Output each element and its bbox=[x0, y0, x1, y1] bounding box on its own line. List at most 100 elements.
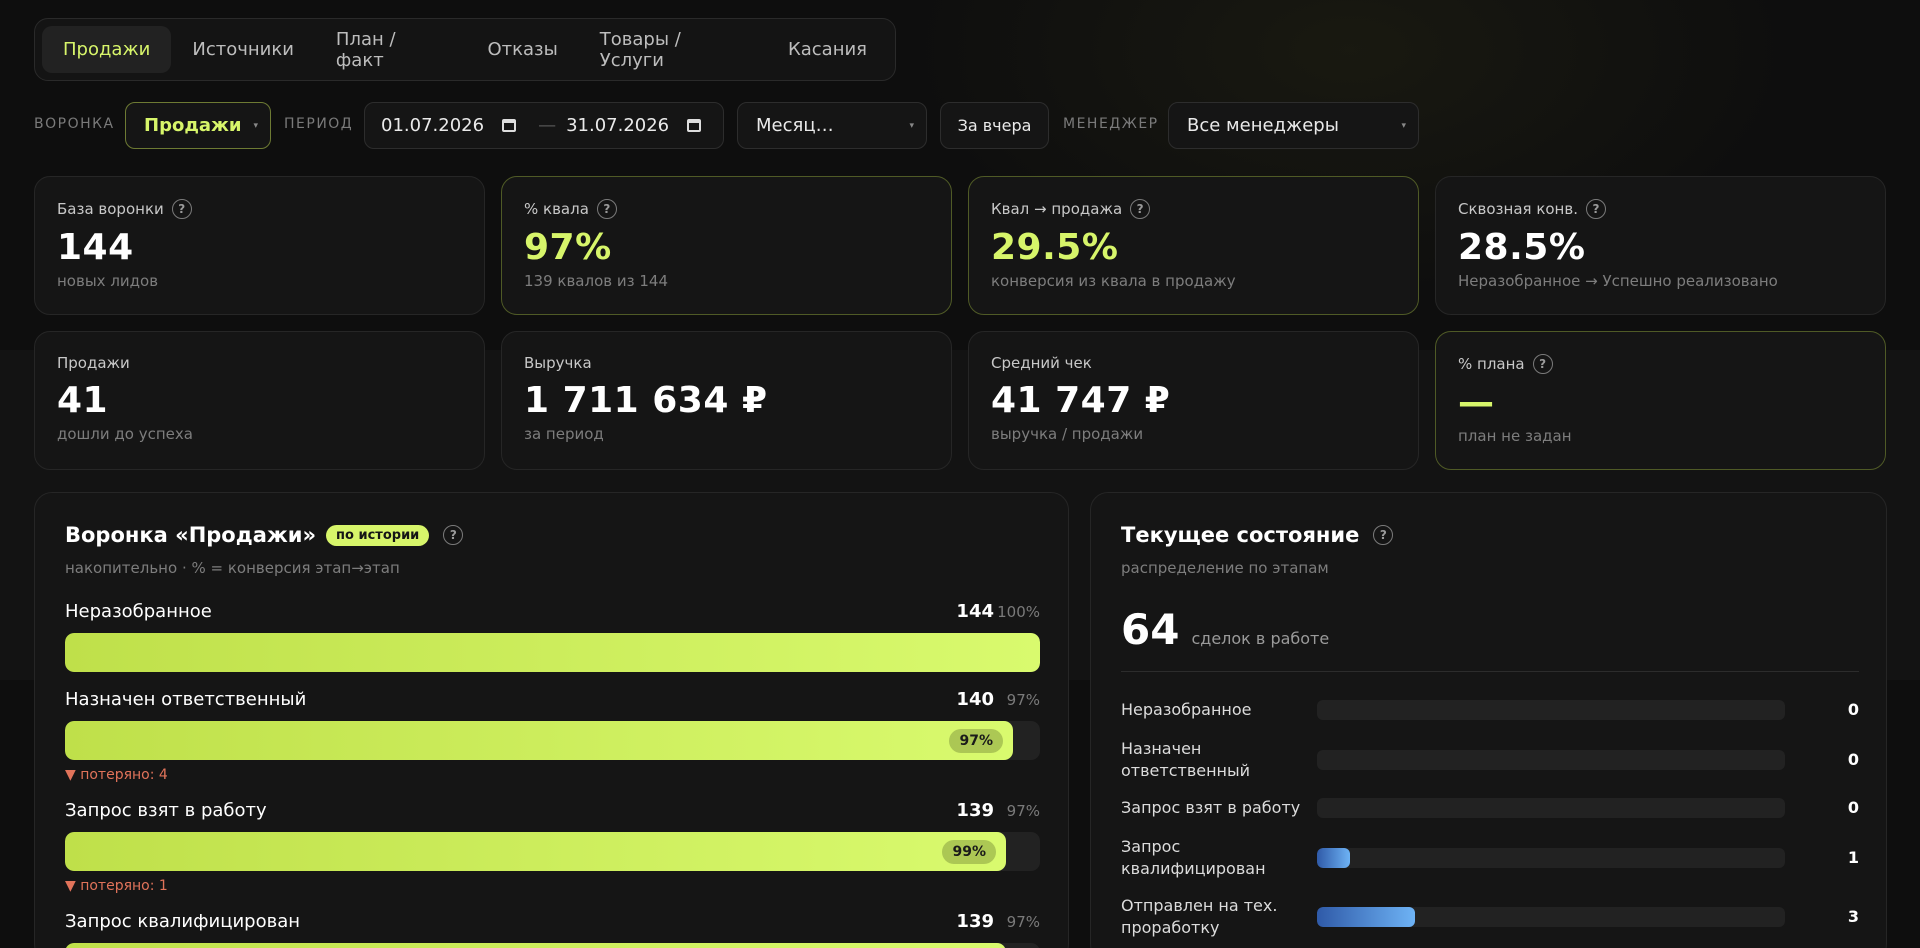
stage-bar-fill bbox=[65, 633, 1040, 672]
funnel-title-row: Воронка «Продажи» по истории ? bbox=[65, 523, 1038, 547]
stage-count: 140 bbox=[956, 689, 994, 710]
stage-percent: 100% bbox=[997, 603, 1040, 621]
help-icon[interactable]: ? bbox=[1585, 199, 1606, 219]
manager-select[interactable]: Все менеджеры ▾ bbox=[1168, 102, 1419, 149]
kpi-title: База воронки bbox=[57, 200, 164, 218]
chevron-down-icon: ▾ bbox=[253, 121, 258, 131]
kpi-title: Продажи bbox=[57, 354, 130, 372]
tab-0[interactable]: Продажи bbox=[42, 26, 172, 73]
kpi-card: Сквозная конв.? 28.5% Неразобранное → Успе… bbox=[1435, 176, 1886, 315]
kpi-value: 144 bbox=[57, 227, 134, 268]
tab-5[interactable]: Касания bbox=[787, 39, 867, 60]
kpi-value: 28.5% bbox=[1458, 227, 1586, 268]
state-bar-track bbox=[1317, 798, 1785, 818]
stage-bar-fill bbox=[65, 721, 1013, 760]
state-stage-value: 0 bbox=[1847, 798, 1859, 817]
funnel-mode-badge: по истории bbox=[326, 524, 430, 546]
kpi-value: — bbox=[1458, 382, 1495, 423]
stage-count: 139 bbox=[956, 800, 994, 821]
help-icon[interactable]: ? bbox=[596, 199, 617, 219]
kpi-title: Квал → продажа bbox=[991, 200, 1123, 218]
stage-bar-track: 99% bbox=[65, 832, 1040, 871]
kpi-title-row: Продажи bbox=[57, 354, 462, 372]
filter-bar: ВОРОНКА Продажи ▾ ПЕРИОД 01.07.2026 — 31… bbox=[34, 102, 1920, 149]
yesterday-button[interactable]: За вчера bbox=[940, 102, 1049, 149]
divider bbox=[1121, 671, 1859, 672]
chevron-down-icon: ▾ bbox=[909, 121, 914, 131]
funnel-subtitle: накопительно · % = конверсия этап→этап bbox=[65, 559, 400, 577]
state-stage-name: Запрос квалифицирован bbox=[1121, 837, 1266, 878]
stage-name: Запрос квалифицирован bbox=[65, 911, 300, 932]
state-title: Текущее состояние bbox=[1121, 523, 1360, 547]
state-stage-value: 0 bbox=[1847, 700, 1859, 719]
date-to-input[interactable]: 31.07.2026 bbox=[566, 115, 670, 136]
kpi-card: Квал → продажа? 29.5% конверсия из квала в… bbox=[968, 176, 1419, 315]
date-separator: — bbox=[538, 115, 557, 136]
state-stage-value: 3 bbox=[1847, 907, 1859, 926]
date-from-input[interactable]: 01.07.2026 bbox=[381, 115, 485, 136]
stage-name: Запрос взят в работу bbox=[65, 800, 267, 821]
kpi-title: % квала bbox=[524, 200, 589, 218]
state-total-label: сделок в работе bbox=[1191, 629, 1330, 648]
kpi-value: 1 711 634 ₽ bbox=[524, 380, 768, 421]
state-title-row: Текущее состояние ? bbox=[1121, 523, 1856, 547]
state-bar-fill bbox=[1317, 907, 1415, 927]
help-icon[interactable]: ? bbox=[443, 525, 464, 545]
kpi-title-row: Выручка bbox=[524, 354, 929, 372]
kpi-value: 41 747 ₽ bbox=[991, 380, 1171, 421]
manager-filter-label: МЕНЕДЖЕР bbox=[1063, 116, 1159, 132]
kpi-title: % плана bbox=[1458, 355, 1525, 373]
stage-bar-fill bbox=[65, 832, 1006, 871]
stage-bar-track: 97% bbox=[65, 721, 1040, 760]
kpi-title-row: % квала? bbox=[524, 199, 929, 219]
help-icon[interactable]: ? bbox=[1130, 199, 1151, 219]
state-stage-name: Отправлен на тех. проработку bbox=[1121, 896, 1278, 937]
report-tabs: Продажи Источники План / факт Отказы Товары … bbox=[34, 18, 896, 81]
stage-conversion-chip: 97% bbox=[949, 729, 1003, 753]
help-icon[interactable]: ? bbox=[1373, 525, 1394, 545]
kpi-card: Выручка 1 711 634 ₽ за период bbox=[501, 331, 952, 470]
stage-count: 144 bbox=[956, 601, 994, 622]
kpi-title: Выручка bbox=[524, 354, 592, 372]
kpi-subtitle: новых лидов bbox=[57, 272, 159, 290]
kpi-value: 41 bbox=[57, 380, 109, 421]
tab-1[interactable]: Источники bbox=[192, 39, 294, 60]
stage-lost-note: ▼ потеряно: 1 bbox=[65, 878, 168, 894]
state-stage-name: Запрос взят в работу bbox=[1121, 798, 1301, 817]
state-bar-track bbox=[1317, 700, 1785, 720]
stage-percent: 97% bbox=[1006, 802, 1040, 820]
granularity-select[interactable]: Месяц… ▾ bbox=[737, 102, 927, 149]
kpi-card: Средний чек 41 747 ₽ выручка / продажи bbox=[968, 331, 1419, 470]
tab-3[interactable]: Отказы bbox=[487, 39, 558, 60]
tab-2[interactable]: План / факт bbox=[335, 28, 396, 71]
kpi-value: 29.5% bbox=[991, 227, 1119, 268]
kpi-title-row: Квал → продажа? bbox=[991, 199, 1396, 219]
state-subtitle: распределение по этапам bbox=[1121, 559, 1329, 577]
kpi-card: База воронки? 144 новых лидов bbox=[34, 176, 485, 315]
kpi-title-row: % плана? bbox=[1458, 354, 1863, 374]
funnel-select-value: Продажи bbox=[144, 115, 242, 136]
period-filter-label: ПЕРИОД bbox=[284, 116, 354, 132]
kpi-value: 97% bbox=[524, 227, 612, 268]
kpi-subtitle: дошли до успеха bbox=[57, 425, 193, 443]
help-icon[interactable]: ? bbox=[1532, 354, 1553, 374]
chevron-down-icon: ▾ bbox=[1401, 121, 1406, 131]
kpi-card: Продажи 41 дошли до успеха bbox=[34, 331, 485, 470]
kpi-subtitle: Неразобранное → Успешно реализовано bbox=[1458, 272, 1778, 290]
calendar-icon[interactable] bbox=[502, 119, 517, 132]
stage-name: Неразобранное bbox=[65, 601, 212, 622]
state-panel: Текущее состояние ? распределение по эта… bbox=[1090, 492, 1887, 948]
calendar-icon[interactable] bbox=[687, 119, 702, 132]
kpi-title-row: Средний чек bbox=[991, 354, 1396, 372]
stage-percent: 97% bbox=[1006, 691, 1040, 709]
state-total: 64 сделок в работе bbox=[1121, 605, 1329, 654]
stage-bar-track bbox=[65, 633, 1040, 672]
kpi-card: % квала? 97% 139 квалов из 144 bbox=[501, 176, 952, 315]
kpi-title-row: Сквозная конв.? bbox=[1458, 199, 1863, 219]
state-stage-value: 1 bbox=[1847, 848, 1859, 867]
funnel-select[interactable]: Продажи ▾ bbox=[125, 102, 271, 149]
funnel-filter-label: ВОРОНКА bbox=[34, 116, 115, 132]
help-icon[interactable]: ? bbox=[171, 199, 192, 219]
tab-4[interactable]: Товары / Услуги bbox=[599, 28, 681, 71]
state-bar-fill bbox=[1317, 848, 1350, 868]
